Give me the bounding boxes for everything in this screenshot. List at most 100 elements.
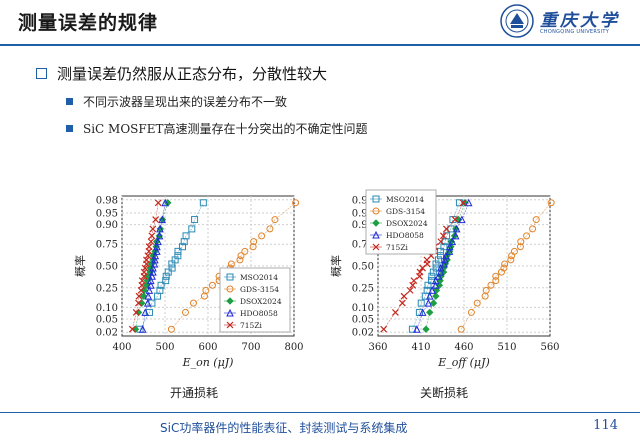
data-point (529, 225, 537, 233)
data-point (372, 243, 380, 251)
x-axis-label: E_on (μJ) (182, 356, 234, 369)
data-point (154, 199, 162, 207)
data-point (292, 199, 300, 207)
legend-label: MSO2014 (240, 273, 278, 282)
data-point (188, 225, 196, 233)
data-point (156, 224, 164, 233)
y-axis-label: 概率 (73, 255, 87, 277)
y-axis-label: 概率 (329, 255, 343, 277)
data-point (182, 232, 190, 240)
y-tick-label: 0.25 (352, 283, 374, 294)
data-point (547, 199, 555, 207)
main-bullet-text: 测量误差仍然服从正态分布，分散性较大 (57, 65, 328, 83)
data-point (152, 216, 160, 223)
data-point (459, 199, 467, 207)
chart-svg: 400 500 600 700 800 0.02 0.050.10 0.25 0.50 0.75 0… (73, 195, 304, 369)
data-point (135, 299, 142, 307)
data-point (141, 264, 149, 272)
footer-text: SiC功率器件的性能表征、封装测试与系统集成 (160, 421, 408, 435)
y-tick-label: 0.25 (96, 283, 118, 294)
data-point (436, 263, 445, 272)
series-gds-3154 (457, 199, 555, 333)
data-point (226, 308, 234, 317)
square-bullet-icon (66, 125, 73, 132)
chart-legend: MSO2014 GDS-3154 DSOX2024 HDO8058 715Zi (365, 189, 437, 255)
data-point (168, 264, 176, 272)
data-point (145, 286, 154, 294)
turn-on-loss-chart: 400 500 600 700 800 0.02 0.05 0.10 0.25 0.50 0.75 0… (62, 176, 312, 406)
sub-bullet-text: 不同示波器呈现出来的误差分布不一致 (83, 95, 288, 109)
data-point (451, 231, 460, 240)
legend-label: 715Zi (240, 321, 263, 330)
data-point (147, 281, 155, 289)
data-point (158, 215, 167, 224)
data-point (500, 264, 508, 272)
data-point (226, 321, 234, 329)
x-tick-label: 460 (454, 342, 473, 353)
series-line (139, 202, 204, 330)
data-point (237, 252, 245, 260)
data-point (226, 273, 234, 281)
data-point (249, 243, 257, 251)
series-line (460, 202, 552, 330)
data-point (517, 238, 525, 246)
data-point (128, 325, 136, 333)
data-point (434, 272, 443, 280)
data-point (258, 232, 266, 240)
x-tick-label: 560 (540, 342, 559, 353)
y-tick-label: 0.95 (96, 208, 118, 219)
chart-caption: 开通损耗 (170, 386, 219, 400)
x-tick-label: 510 (497, 342, 516, 353)
data-point (236, 256, 244, 264)
y-tick-label: 0.75 (96, 240, 118, 251)
data-point (429, 299, 438, 307)
data-point (138, 277, 146, 285)
data-point (139, 292, 148, 300)
data-point (457, 325, 465, 333)
x-tick-label: 600 (198, 342, 217, 353)
series-line (416, 202, 470, 330)
data-point (199, 199, 207, 207)
series-hdo8058 (413, 198, 473, 333)
data-point (516, 243, 524, 251)
data-point (226, 285, 234, 293)
data-point (151, 255, 159, 264)
y-tick-label: 0.10 (352, 303, 374, 314)
data-point (442, 251, 450, 260)
y-tick-label: 0.05 (352, 315, 374, 326)
data-point (156, 286, 164, 294)
data-point (181, 308, 189, 316)
data-point (191, 216, 199, 224)
data-point (445, 247, 454, 255)
x-tick-label: 500 (155, 342, 174, 353)
data-point (372, 195, 380, 203)
chart-caption: 关断损耗 (420, 386, 469, 400)
data-point (492, 277, 500, 285)
y-tick-label: 0.10 (96, 303, 118, 314)
y-tick-label: 0.98 (96, 195, 118, 206)
data-point (132, 309, 140, 316)
data-point (432, 260, 440, 268)
data-point (441, 255, 449, 264)
data-point (135, 292, 143, 300)
legend-label: HDO8058 (240, 309, 278, 318)
data-point (398, 299, 406, 307)
data-point (425, 292, 434, 300)
data-point (501, 260, 509, 268)
y-tick-label: 0.50 (352, 262, 374, 273)
data-point (149, 267, 157, 276)
logo-name-en: CHONGQING UNIVERSITY (540, 29, 610, 35)
legend-item: MSO2014 (370, 195, 424, 204)
legend-item: HDO8058 (224, 308, 278, 318)
logo-name-cn: 重庆大学 (540, 11, 620, 31)
data-point (400, 292, 408, 300)
data-point (422, 325, 430, 333)
data-point (432, 292, 440, 300)
data-point (436, 267, 445, 276)
x-tick-label: 800 (284, 342, 303, 353)
data-point (492, 272, 500, 280)
sub-bullet-text: SiC MOSFET高速测量存在十分突出的不确定性问题 (83, 122, 368, 136)
checkbox-bullet-icon (36, 68, 47, 79)
legend-item: GDS-3154 (370, 207, 425, 216)
university-logo: 重庆大学 CHONGQING UNIVERSITY (500, 4, 632, 40)
